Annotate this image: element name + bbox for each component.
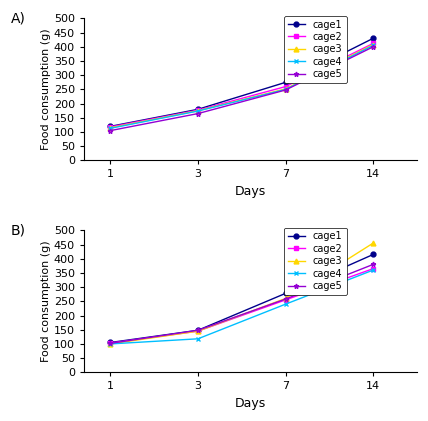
cage4 (283, 302, 288, 307)
Line: cage1: cage1 (108, 36, 375, 129)
cage4 (371, 43, 376, 48)
cage4 (195, 109, 200, 114)
Text: A): A) (11, 11, 26, 25)
Line: cage1: cage1 (108, 252, 375, 345)
Line: cage2: cage2 (108, 41, 375, 129)
Line: cage5: cage5 (108, 262, 375, 346)
cage2 (283, 297, 288, 302)
cage4 (108, 126, 113, 131)
cage3 (195, 329, 200, 334)
cage2 (371, 266, 376, 271)
cage5 (283, 88, 288, 93)
cage3 (283, 86, 288, 91)
cage5 (371, 262, 376, 267)
Line: cage2: cage2 (108, 266, 375, 346)
cage4 (195, 336, 200, 341)
cage5 (283, 296, 288, 301)
cage5 (195, 328, 200, 333)
cage4 (371, 268, 376, 273)
cage3 (195, 108, 200, 113)
Line: cage3: cage3 (108, 241, 375, 346)
cage1 (195, 328, 200, 333)
cage3 (283, 296, 288, 301)
Text: B): B) (11, 223, 26, 237)
cage3 (371, 42, 376, 47)
X-axis label: Days: Days (235, 397, 266, 410)
cage5 (108, 341, 113, 346)
cage3 (108, 341, 113, 346)
cage1 (283, 80, 288, 85)
cage1 (108, 340, 113, 345)
X-axis label: Days: Days (235, 185, 266, 198)
cage2 (108, 341, 113, 346)
cage2 (195, 108, 200, 113)
cage2 (283, 84, 288, 89)
cage5 (108, 128, 113, 133)
cage5 (371, 44, 376, 49)
cage1 (108, 124, 113, 129)
cage3 (108, 125, 113, 130)
cage2 (108, 124, 113, 129)
cage3 (371, 241, 376, 246)
cage1 (283, 291, 288, 296)
Line: cage5: cage5 (108, 45, 375, 133)
Legend: cage1, cage2, cage3, cage4, cage5: cage1, cage2, cage3, cage4, cage5 (284, 16, 347, 83)
Line: cage4: cage4 (108, 268, 375, 346)
Y-axis label: Food consumption (g): Food consumption (g) (41, 240, 51, 362)
Line: cage3: cage3 (108, 42, 375, 130)
Y-axis label: Food consumption (g): Food consumption (g) (41, 29, 51, 150)
cage1 (371, 36, 376, 41)
cage1 (371, 252, 376, 257)
cage4 (108, 341, 113, 346)
cage2 (195, 329, 200, 334)
cage1 (195, 107, 200, 112)
Line: cage4: cage4 (108, 43, 375, 131)
cage4 (283, 87, 288, 92)
Legend: cage1, cage2, cage3, cage4, cage5: cage1, cage2, cage3, cage4, cage5 (284, 227, 347, 295)
cage2 (371, 41, 376, 46)
cage5 (195, 111, 200, 116)
